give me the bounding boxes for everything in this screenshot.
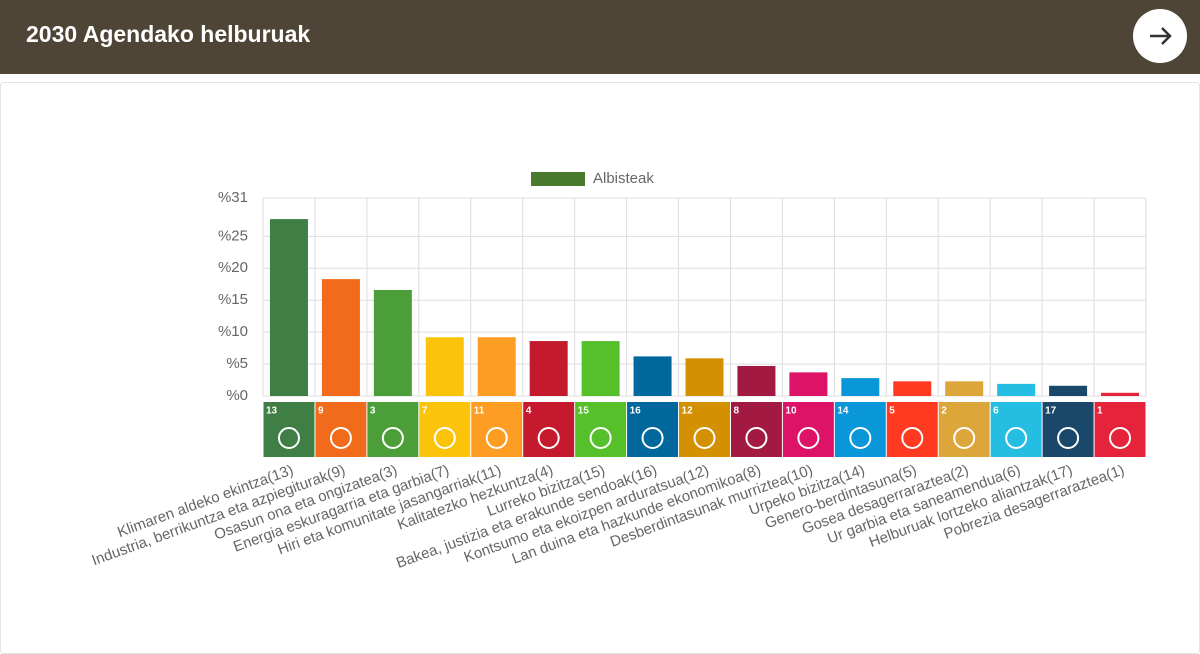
sdg-icon-number: 9 bbox=[318, 406, 324, 417]
bar bbox=[893, 381, 932, 396]
y-tick-label: %20 bbox=[218, 259, 248, 276]
sdg-icon-glyph bbox=[277, 427, 300, 449]
sdg-icon-glyph bbox=[901, 427, 924, 449]
sdg-icon-glyph bbox=[693, 427, 716, 449]
sdg-icon-number: 16 bbox=[630, 406, 642, 417]
next-button[interactable] bbox=[1133, 9, 1187, 63]
sdg-icon-glyph bbox=[745, 427, 768, 449]
bar bbox=[321, 279, 360, 396]
bar bbox=[1049, 385, 1088, 396]
arrow-icon bbox=[1150, 27, 1172, 45]
sdg-icon-number: 12 bbox=[682, 406, 694, 417]
sdg-icon-glyph bbox=[589, 427, 612, 449]
bar bbox=[997, 383, 1036, 396]
sdg-icon-number: 15 bbox=[578, 406, 590, 417]
y-tick-label: %5 bbox=[226, 355, 248, 372]
sdg-icon-number: 8 bbox=[733, 406, 739, 417]
bar bbox=[477, 337, 516, 396]
sdg-icon-glyph bbox=[537, 427, 560, 449]
bar bbox=[789, 372, 828, 396]
bar bbox=[581, 341, 620, 396]
sdg-icon-number: 2 bbox=[941, 406, 947, 417]
sdg-icon-glyph bbox=[953, 427, 976, 449]
sdg-icon-glyph bbox=[641, 427, 664, 449]
bar bbox=[737, 365, 776, 396]
y-tick-label: %31 bbox=[218, 189, 248, 206]
header-title: 2030 Agendako helburuak bbox=[26, 21, 311, 47]
sdg-icon-glyph bbox=[797, 427, 820, 449]
bar bbox=[269, 219, 308, 396]
sdg-icon-number: 1 bbox=[1097, 406, 1103, 417]
header: 2030 Agendako helburuak bbox=[0, 0, 1200, 74]
bar bbox=[1101, 392, 1140, 396]
bar bbox=[425, 337, 464, 396]
bar bbox=[529, 341, 568, 396]
sdg-icon-glyph bbox=[329, 427, 352, 449]
y-tick-label: %0 bbox=[226, 387, 248, 404]
y-tick-label: %10 bbox=[218, 323, 248, 340]
bar bbox=[841, 378, 880, 396]
bar bbox=[373, 289, 412, 396]
sdg-icon-number: 6 bbox=[993, 406, 999, 417]
y-tick-label: %15 bbox=[218, 291, 248, 308]
sdg-icon-number: 17 bbox=[1045, 406, 1057, 417]
bar bbox=[945, 381, 984, 396]
sdg-icon-glyph bbox=[485, 427, 508, 449]
sdg-icon-number: 14 bbox=[837, 406, 849, 417]
sdg-icon-number: 13 bbox=[266, 406, 278, 417]
sdg-icon-glyph bbox=[849, 427, 872, 449]
legend-label: Albisteak bbox=[593, 170, 654, 187]
sdg-icon-number: 3 bbox=[370, 406, 376, 417]
sdg-icon-glyph bbox=[381, 427, 404, 449]
sdg-icon-glyph bbox=[433, 427, 456, 449]
bar bbox=[633, 356, 672, 396]
bar bbox=[685, 358, 724, 396]
legend-swatch bbox=[531, 172, 585, 186]
sdg-icon-number: 4 bbox=[526, 406, 532, 417]
sdg-icon-glyph bbox=[1109, 427, 1132, 449]
sdg-icon-glyph bbox=[1005, 427, 1028, 449]
sdg-icon-number: 11 bbox=[474, 406, 485, 417]
sdg-icon-glyph bbox=[1057, 427, 1080, 449]
sdg-icon-number: 7 bbox=[422, 406, 428, 417]
sdg-icon-number: 5 bbox=[889, 406, 895, 417]
sdg-icon-number: 10 bbox=[785, 406, 797, 417]
y-tick-label: %25 bbox=[218, 227, 248, 244]
